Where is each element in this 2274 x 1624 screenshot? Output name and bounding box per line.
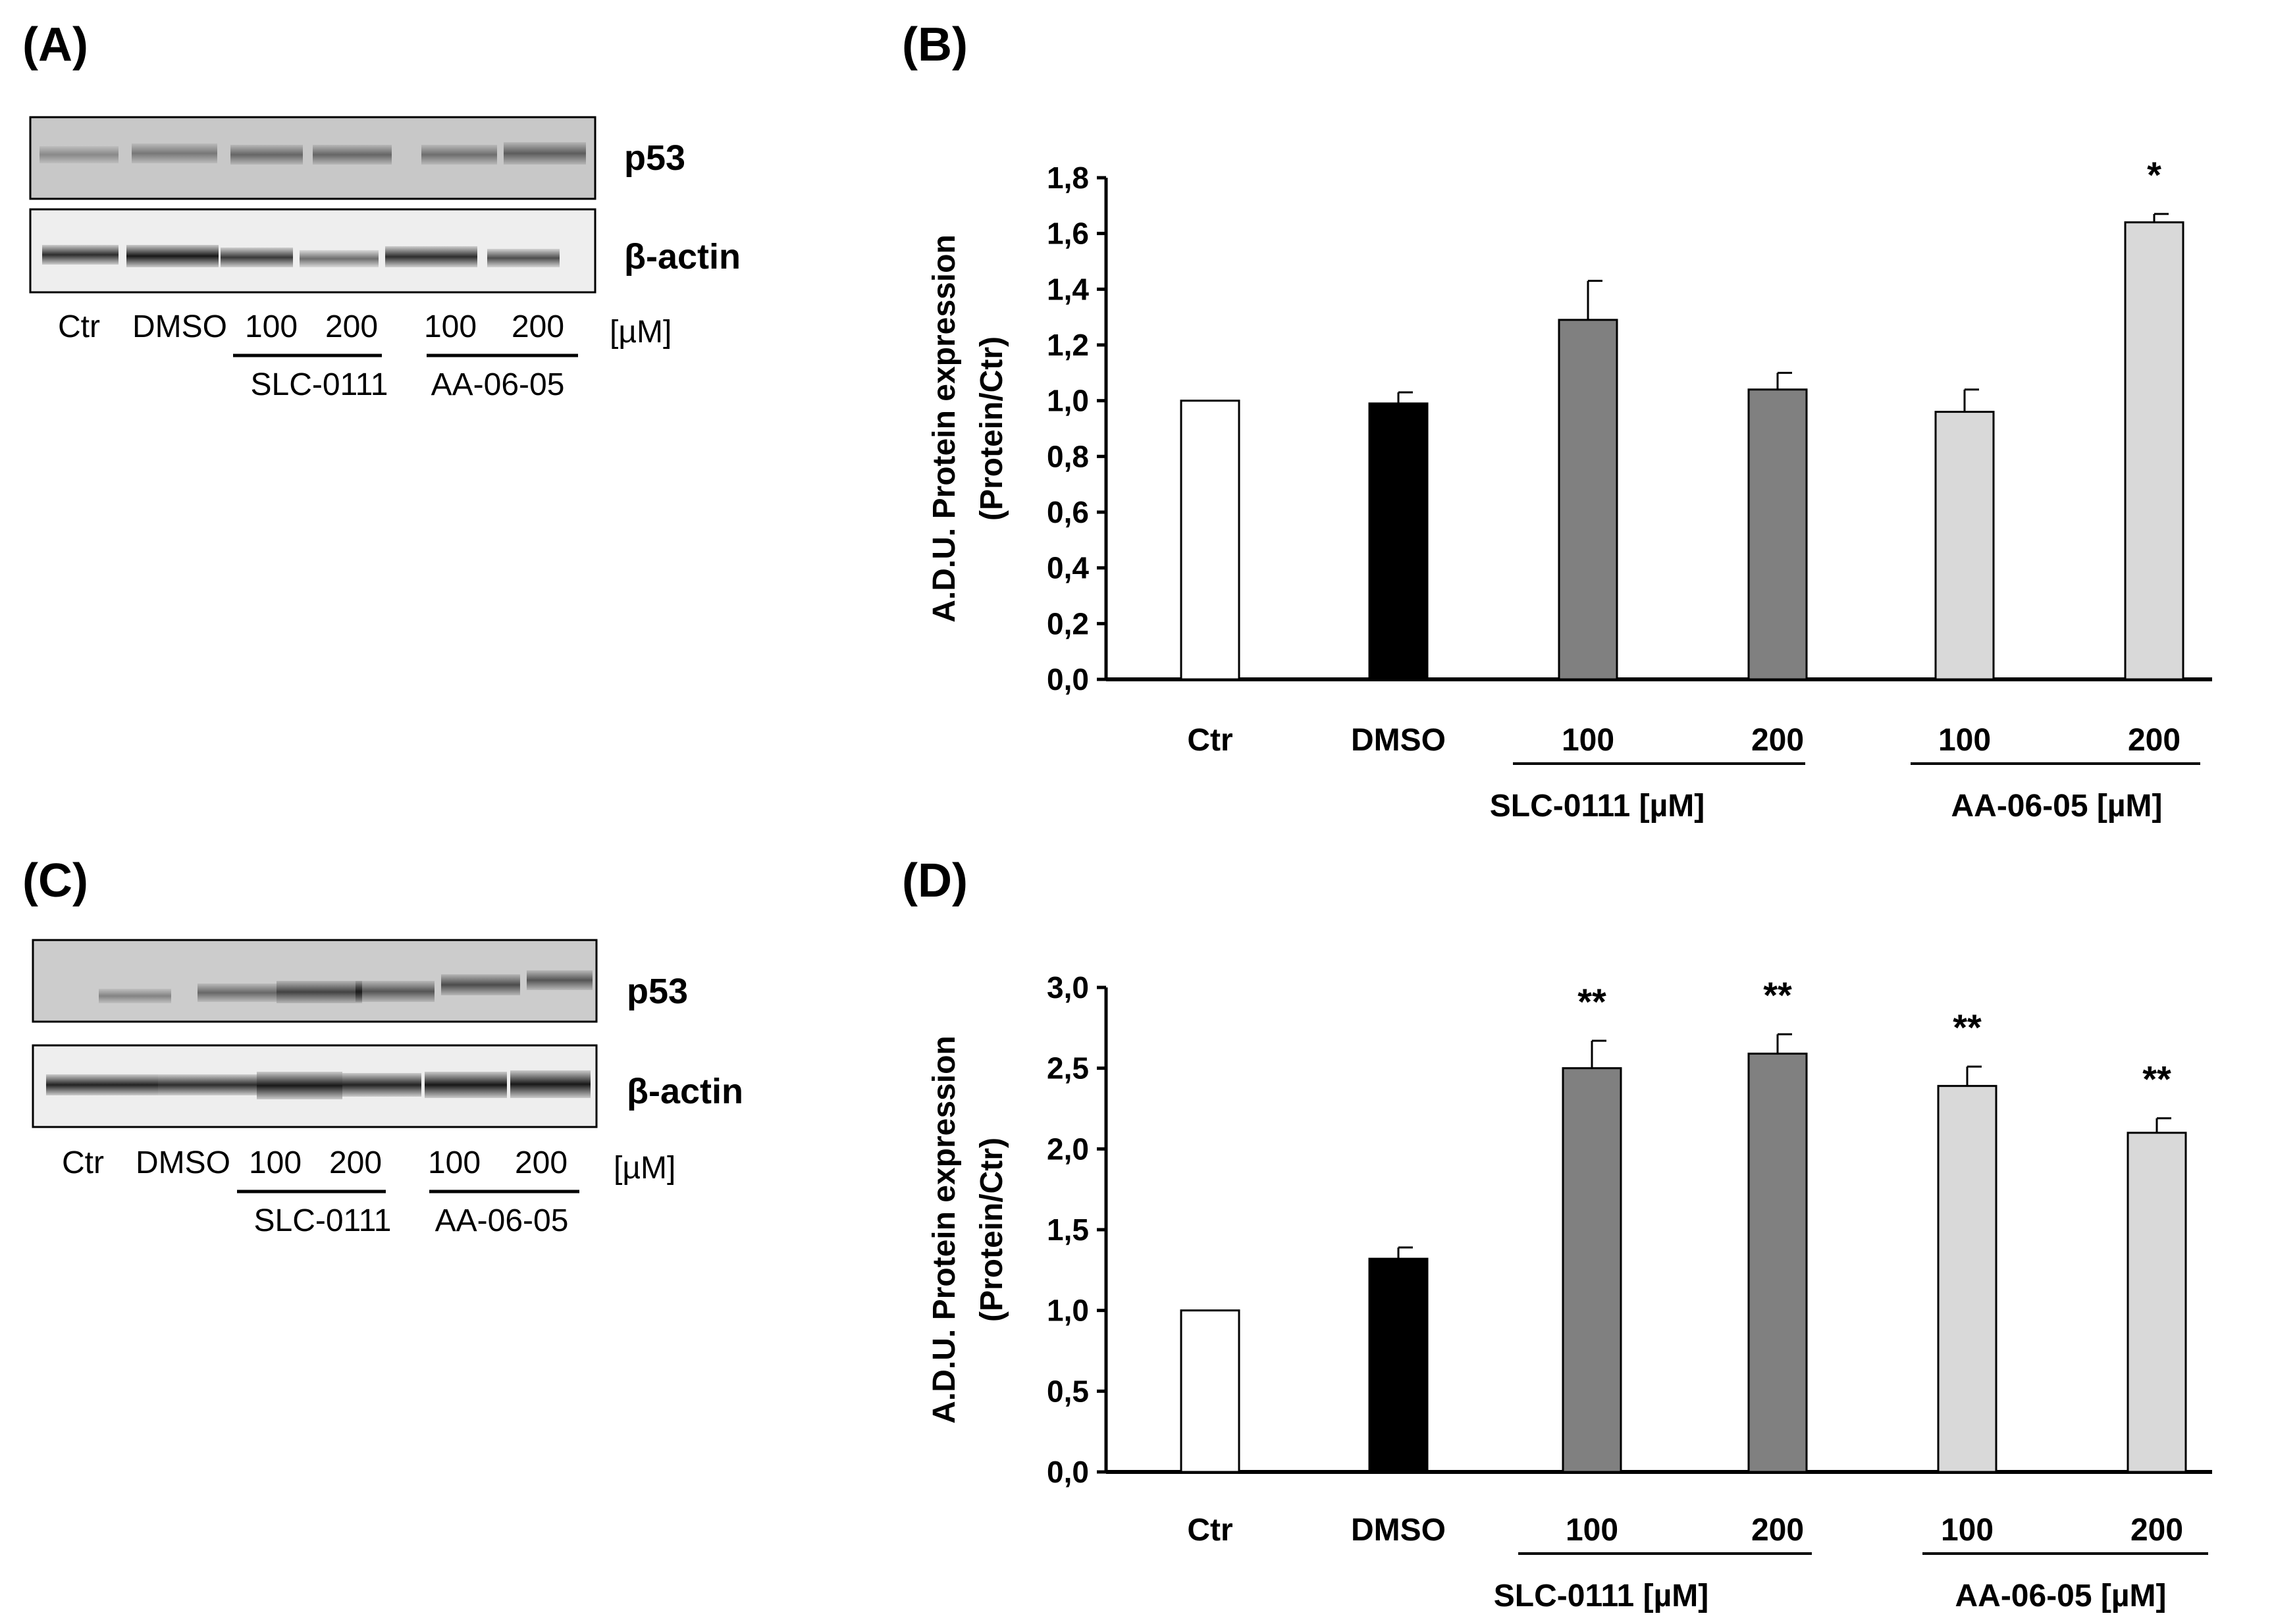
bar-chart-d: 0,0 0,5 1,0 1,5 2,0 2,5 3,0 A.D.U. Protein expr…: [927, 970, 2212, 1613]
category-label: 200: [2128, 723, 2181, 758]
y-tick-label: 0,0: [1047, 662, 1089, 696]
significance-marker: **: [1953, 1007, 1982, 1048]
blot-c-group1: SLC-0111: [253, 1203, 391, 1238]
group-label: AA-06-05 [µM]: [1951, 789, 2162, 824]
blot-c-lane-label: Ctr: [62, 1145, 104, 1180]
category-label: 100: [1941, 1513, 1994, 1548]
category-label: 100: [1938, 723, 1991, 758]
blot-a-unit: [µM]: [610, 315, 672, 350]
blot-c-lane-label: 200: [515, 1145, 568, 1180]
western-blot-c: p53 β-actin Ctr DMSO 100 200 100 200 [µM…: [32, 939, 743, 1238]
y-tick-label: 1,6: [1047, 217, 1089, 251]
y-tick-label: 1,0: [1047, 384, 1089, 418]
bar: [1747, 388, 1808, 681]
y-tick-label: 1,0: [1047, 1294, 1089, 1328]
y-tick-label: 2,5: [1047, 1051, 1089, 1086]
panel-letter-b: (B): [902, 18, 968, 71]
blot-a-group2: AA-06-05: [431, 367, 565, 402]
bar: [2127, 1132, 2187, 1473]
y-tick-label: 0,6: [1047, 495, 1089, 529]
blot-a-lane-label: 100: [245, 309, 298, 344]
group-label: SLC-0111 [µM]: [1494, 1579, 1708, 1613]
y-axis-label-unit: (Protein/Ctr): [974, 336, 1009, 521]
blot-a-lane-label: 200: [325, 309, 378, 344]
category-label: 200: [1751, 723, 1804, 758]
significance-marker: *: [2147, 154, 2161, 196]
significance-marker: **: [1577, 981, 1606, 1022]
bar: [1934, 411, 1995, 681]
group-label: SLC-0111 [µM]: [1490, 789, 1705, 824]
y-tick-label: 0,5: [1047, 1374, 1089, 1408]
category-label: 200: [2130, 1513, 2183, 1548]
y-axis-label: A.D.U. Protein expression: [927, 234, 962, 622]
blot-c-lane-label: 100: [249, 1145, 302, 1180]
category-label: DMSO: [1351, 723, 1446, 758]
blot-c-lane-label: DMSO: [136, 1145, 230, 1180]
y-tick-label: 0,2: [1047, 606, 1089, 641]
significance-marker: **: [1763, 974, 1792, 1016]
y-tick-label: 1,8: [1047, 161, 1089, 195]
bar: [1747, 1053, 1808, 1473]
blot-c-group2: AA-06-05: [435, 1203, 569, 1238]
bar: [1180, 400, 1240, 681]
y-tick-label: 0,4: [1047, 551, 1089, 585]
y-axis-label-unit: (Protein/Ctr): [974, 1138, 1009, 1322]
category-label: 100: [1566, 1513, 1618, 1548]
blot-a-protein-actin: β-actin: [624, 237, 741, 276]
y-tick-label: 2,0: [1047, 1132, 1089, 1166]
blot-a-lane-label: 200: [512, 309, 564, 344]
bar: [1368, 402, 1429, 681]
bar: [1180, 1309, 1240, 1473]
y-axis-label: A.D.U. Protein expression: [927, 1035, 962, 1423]
blot-c-protein-actin: β-actin: [627, 1072, 743, 1111]
blot-a-lane-label: 100: [424, 309, 477, 344]
panel-letter-a: (A): [22, 18, 88, 71]
western-blot-a: p53 β-actin Ctr DMSO 100 200 100 200 [µM…: [29, 116, 741, 402]
bar: [1937, 1085, 1997, 1473]
group-label: AA-06-05 [µM]: [1955, 1579, 2166, 1613]
category-label: Ctr: [1187, 1513, 1232, 1548]
category-label: 100: [1562, 723, 1614, 758]
blot-a-group1: SLC-0111: [250, 367, 388, 402]
significance-marker: **: [2142, 1059, 2171, 1100]
bar: [1558, 319, 1618, 681]
blot-a-lane-label: DMSO: [132, 309, 227, 344]
panel-letter-d: (D): [902, 854, 968, 907]
category-label: 200: [1751, 1513, 1804, 1548]
blot-c-unit: [µM]: [614, 1151, 675, 1186]
blot-c-protein-p53: p53: [627, 972, 688, 1011]
blot-c-lane-label: 100: [428, 1145, 481, 1180]
blot-c-lane-label: 200: [329, 1145, 382, 1180]
panel-letter-c: (C): [22, 854, 88, 907]
category-label: DMSO: [1351, 1513, 1446, 1548]
y-tick-label: 1,2: [1047, 328, 1089, 362]
blot-a-protein-p53: p53: [624, 138, 685, 178]
bar-chart-b: 0,0 0,2 0,4 0,6 0,8 1,0 1,2 1,4 1,6 1,8 A.D.U. Pro…: [927, 154, 2212, 824]
y-tick-label: 0,8: [1047, 439, 1089, 473]
blot-a-lane-label: Ctr: [58, 309, 100, 344]
bar: [1368, 1257, 1429, 1473]
y-tick-label: 1,4: [1047, 272, 1089, 306]
y-tick-label: 1,5: [1047, 1213, 1089, 1247]
bar: [2124, 221, 2184, 681]
y-tick-label: 3,0: [1047, 970, 1089, 1005]
category-label: Ctr: [1187, 723, 1232, 758]
y-tick-label: 0,0: [1047, 1455, 1089, 1489]
bar: [1562, 1067, 1622, 1473]
